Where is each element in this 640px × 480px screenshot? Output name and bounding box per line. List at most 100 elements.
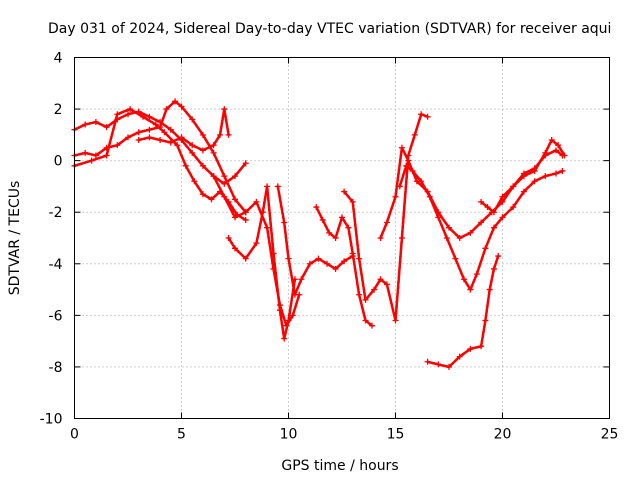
data-point (510, 183, 517, 190)
data-point (341, 258, 348, 265)
data-point (326, 229, 333, 236)
y-tick-label: -6 (49, 308, 63, 324)
data-point (92, 152, 99, 159)
data-point (291, 291, 298, 298)
data-point (478, 198, 485, 205)
data-point (221, 106, 228, 113)
data-point (405, 157, 412, 164)
data-point (221, 193, 228, 200)
y-axis-label: SDTVAR / TECUs (7, 181, 23, 296)
y-tick-label: 4 (54, 51, 63, 67)
data-point (548, 137, 555, 144)
x-tick-label: 10 (280, 427, 298, 443)
y-tick-label: -8 (49, 360, 63, 376)
series-line (398, 164, 564, 291)
data-point (473, 271, 480, 278)
data-point (460, 276, 467, 283)
data-point (114, 142, 121, 149)
data-point (135, 129, 142, 136)
data-point (362, 296, 369, 303)
data-point (319, 216, 326, 223)
data-point (490, 265, 497, 272)
data-point (484, 204, 491, 211)
data-point (276, 307, 283, 314)
data-point (349, 198, 356, 205)
data-point (232, 245, 238, 252)
data-point (298, 276, 305, 283)
x-axis-label: GPS time / hours (281, 458, 398, 474)
data-point (426, 193, 433, 200)
plot-frame (74, 57, 610, 419)
data-point (253, 240, 260, 247)
data-point (418, 178, 425, 185)
x-tick-label: 20 (494, 427, 512, 443)
data-point (435, 361, 442, 368)
data-point (490, 224, 497, 231)
data-point (559, 167, 566, 174)
y-tick-label: -4 (49, 257, 63, 273)
data-point (467, 229, 474, 236)
data-point (383, 281, 390, 288)
data-point (482, 245, 489, 252)
data-point (499, 193, 506, 200)
data-point (377, 276, 384, 283)
data-point (520, 173, 527, 180)
data-point (225, 235, 232, 241)
data-point (553, 147, 559, 154)
data-point (189, 149, 196, 156)
data-point (555, 142, 562, 149)
data-point (362, 317, 369, 324)
series-line (315, 205, 374, 327)
data-point (332, 265, 339, 272)
data-point (531, 167, 538, 174)
data-point (210, 142, 217, 149)
data-point (242, 209, 249, 216)
data-point (178, 134, 185, 141)
y-tick-label: -2 (49, 205, 63, 221)
data-point (208, 196, 215, 203)
data-point (152, 121, 159, 128)
x-tick-label: 15 (387, 427, 405, 443)
data-point (161, 129, 168, 136)
chart-title: Day 031 of 2024, Sidereal Day-to-day VTE… (48, 21, 611, 37)
data-point (456, 235, 463, 241)
data-point (398, 235, 405, 241)
y-tick-label: 0 (54, 154, 63, 170)
grid (74, 57, 610, 419)
data-point (274, 183, 281, 190)
data-point (392, 317, 399, 324)
data-point (191, 178, 198, 185)
data-point (531, 178, 538, 185)
data-point (542, 173, 549, 180)
data-point (125, 134, 131, 141)
series-line (73, 100, 247, 214)
data-point (225, 131, 232, 138)
series-line (212, 174, 301, 327)
data-point (82, 121, 89, 128)
series-trace (342, 112, 429, 322)
data-point (242, 160, 249, 167)
data-point (392, 193, 399, 200)
data-point (221, 180, 228, 187)
x-tick-label: 0 (70, 427, 79, 443)
data-point (199, 147, 206, 154)
data-point (199, 191, 206, 198)
data-point (542, 149, 549, 156)
data-point (264, 183, 271, 190)
data-point (315, 255, 322, 262)
data-point (146, 126, 153, 133)
data-point (520, 188, 527, 195)
data-point (499, 214, 506, 221)
data-point (446, 224, 452, 231)
data-point (324, 260, 331, 267)
series-line (379, 146, 564, 240)
data-point (232, 196, 238, 203)
data-point (435, 214, 442, 221)
data-point (409, 167, 416, 174)
data-point (221, 173, 228, 180)
data-point (424, 113, 431, 120)
data-point (356, 255, 363, 262)
data-point (285, 255, 292, 262)
data-point (259, 209, 266, 216)
